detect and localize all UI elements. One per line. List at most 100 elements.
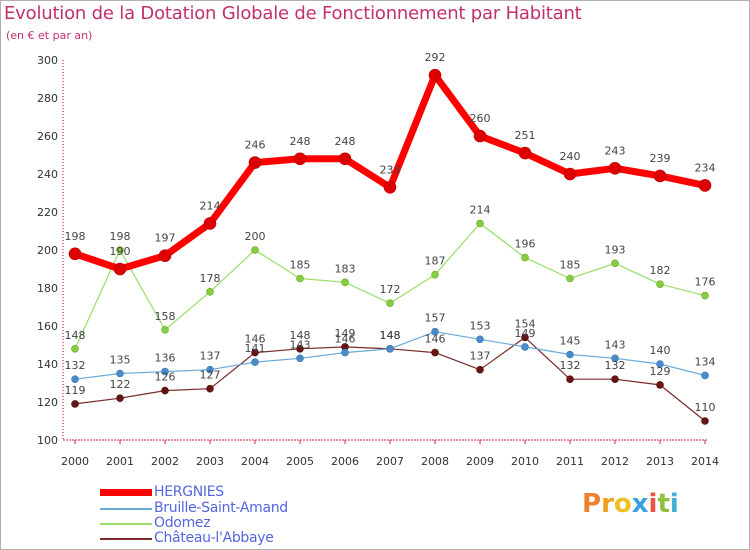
- data-label: 187: [425, 255, 446, 268]
- data-point: [116, 394, 124, 403]
- data-label: 137: [470, 350, 491, 363]
- data-label: 146: [425, 333, 446, 346]
- logo-letter: i: [648, 489, 658, 519]
- proxiti-logo: Proxiti: [582, 489, 679, 519]
- data-point: [656, 280, 664, 289]
- data-point: [431, 327, 439, 336]
- data-label: 214: [470, 203, 491, 216]
- data-point: [476, 219, 484, 228]
- y-tick-label: 140: [37, 358, 58, 371]
- data-point: [248, 156, 262, 169]
- data-label: 149: [515, 327, 536, 340]
- data-label: 146: [335, 333, 356, 346]
- data-point: [386, 299, 394, 308]
- data-label: 190: [110, 245, 131, 258]
- data-point: [611, 375, 619, 384]
- data-point: [68, 247, 82, 261]
- x-tick-label: 2010: [511, 455, 539, 468]
- data-label: 182: [650, 264, 671, 277]
- data-point: [341, 278, 349, 287]
- data-label: 132: [605, 359, 626, 372]
- data-label: 292: [425, 51, 446, 64]
- data-point: [521, 253, 529, 262]
- data-label: 148: [65, 329, 86, 342]
- x-tick-label: 2007: [376, 455, 404, 468]
- legend-label: Bruille-Saint-Amand: [154, 500, 288, 516]
- x-tick-label: 2009: [466, 455, 494, 468]
- x-tick-label: 2005: [286, 455, 314, 468]
- data-label: 132: [560, 359, 581, 372]
- data-point: [158, 249, 172, 262]
- data-point: [71, 344, 79, 353]
- data-point: [701, 417, 709, 425]
- data-label: 127: [200, 369, 221, 382]
- data-point: [608, 162, 622, 175]
- data-point: [383, 181, 397, 194]
- data-label: 193: [605, 243, 626, 256]
- data-label: 196: [515, 238, 536, 251]
- logo-letter: P: [582, 489, 602, 519]
- data-label: 198: [65, 230, 86, 243]
- x-tick-label: 2012: [601, 455, 629, 468]
- data-point: [296, 354, 304, 363]
- data-point: [473, 129, 487, 143]
- x-tick-label: 2006: [331, 455, 359, 468]
- data-label: 198: [110, 230, 131, 243]
- x-tick-label: 2000: [61, 455, 89, 468]
- data-point: [566, 274, 574, 283]
- data-label: 178: [200, 272, 221, 285]
- logo-letter: r: [601, 489, 614, 519]
- data-label: 149: [335, 327, 356, 340]
- data-label: 145: [560, 335, 581, 348]
- data-label: 240: [560, 150, 581, 163]
- legend-swatch: [100, 538, 152, 540]
- data-label: 148: [290, 329, 311, 342]
- y-tick-label: 120: [37, 396, 58, 409]
- y-tick-label: 300: [37, 54, 58, 67]
- data-point: [206, 384, 214, 393]
- series-1: [71, 327, 709, 384]
- data-label: 129: [650, 365, 671, 378]
- x-tick-label: 2001: [106, 455, 134, 468]
- logo-letter: o: [613, 489, 632, 519]
- y-tick-label: 100: [37, 434, 58, 447]
- data-label: 176: [695, 276, 716, 289]
- data-label: 234: [695, 161, 716, 174]
- data-point: [251, 246, 259, 254]
- y-tick-label: 220: [37, 206, 58, 219]
- data-label: 185: [560, 259, 581, 272]
- x-tick-label: 2008: [421, 455, 449, 468]
- data-point: [611, 259, 619, 268]
- data-point: [338, 152, 352, 166]
- data-point: [701, 371, 709, 380]
- data-point: [566, 375, 574, 384]
- chart-title: Evolution de la Dotation Globale de Fonc…: [4, 3, 582, 24]
- data-label: 135: [110, 354, 131, 367]
- data-point: [611, 354, 619, 363]
- y-tick-label: 240: [37, 168, 58, 181]
- data-point: [293, 152, 307, 166]
- data-point: [518, 146, 532, 160]
- data-point: [161, 367, 169, 376]
- data-point: [251, 358, 259, 366]
- logo-letter: t: [657, 489, 670, 519]
- data-point: [341, 348, 349, 357]
- y-tick-label: 280: [37, 92, 58, 105]
- x-tick-label: 2011: [556, 455, 584, 468]
- data-label: 143: [605, 338, 626, 351]
- data-label: 132: [65, 359, 86, 372]
- data-label: 246: [245, 139, 266, 152]
- data-point: [116, 369, 124, 378]
- data-label: 239: [650, 152, 671, 165]
- data-label: 243: [605, 144, 626, 157]
- data-point: [203, 217, 217, 230]
- data-point: [698, 179, 712, 192]
- data-label: 185: [290, 259, 311, 272]
- data-label: 126: [155, 371, 176, 384]
- y-tick-label: 180: [37, 282, 58, 295]
- data-label: 248: [290, 135, 311, 148]
- data-labels-layer: 198 190 197 214 246 248 248 233 292 260 251 240 243 2…: [65, 51, 716, 414]
- data-label: 183: [335, 262, 356, 275]
